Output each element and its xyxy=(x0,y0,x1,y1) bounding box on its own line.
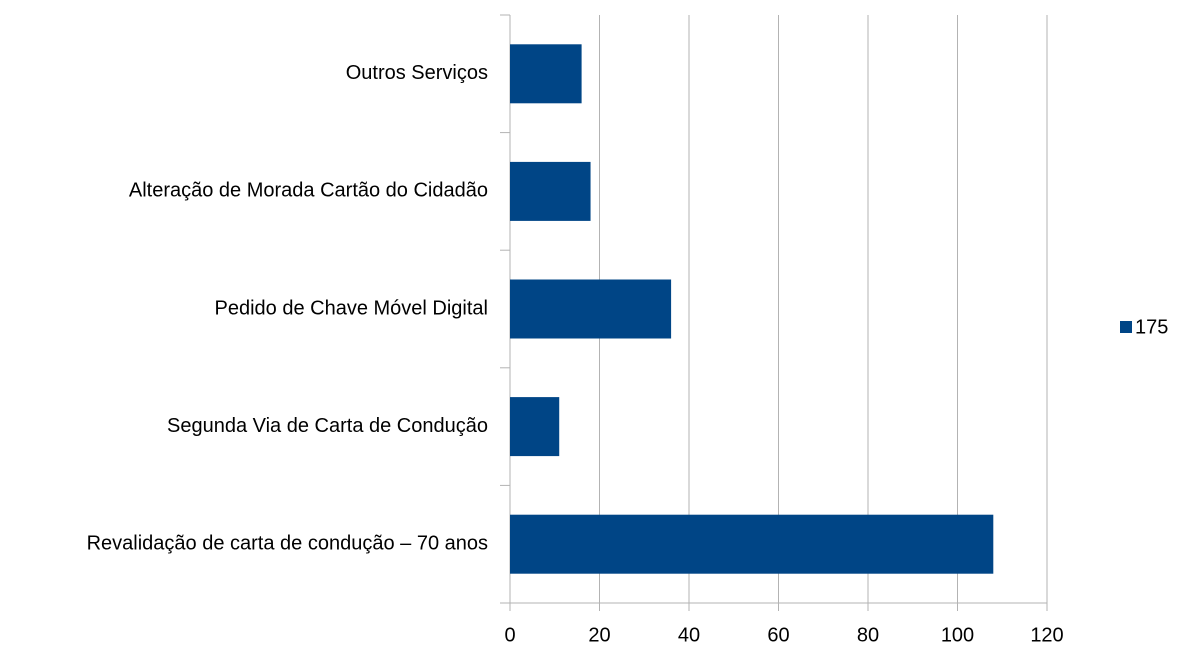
legend-label: 175 xyxy=(1135,316,1168,338)
bar xyxy=(510,397,560,457)
x-tick-label: 120 xyxy=(1030,624,1063,646)
bar xyxy=(510,161,591,221)
bar xyxy=(510,514,994,574)
y-tick-label: Outros Serviços xyxy=(346,62,488,84)
x-tick-label: 40 xyxy=(678,624,700,646)
x-tick-label: 80 xyxy=(857,624,879,646)
y-tick-label: Pedido de Chave Móvel Digital xyxy=(215,297,489,319)
y-tick-label: Revalidação de carta de condução – 70 an… xyxy=(87,532,488,554)
x-tick-label: 0 xyxy=(504,624,515,646)
y-tick-label: Alteração de Morada Cartão do Cidadão xyxy=(129,180,488,202)
x-tick-label: 60 xyxy=(767,624,789,646)
x-tick-label: 20 xyxy=(588,624,610,646)
bar xyxy=(510,279,672,339)
bar xyxy=(510,44,582,104)
y-tick-label: Segunda Via de Carta de Condução xyxy=(167,415,488,437)
legend-swatch xyxy=(1120,321,1132,333)
x-tick-label: 100 xyxy=(941,624,974,646)
